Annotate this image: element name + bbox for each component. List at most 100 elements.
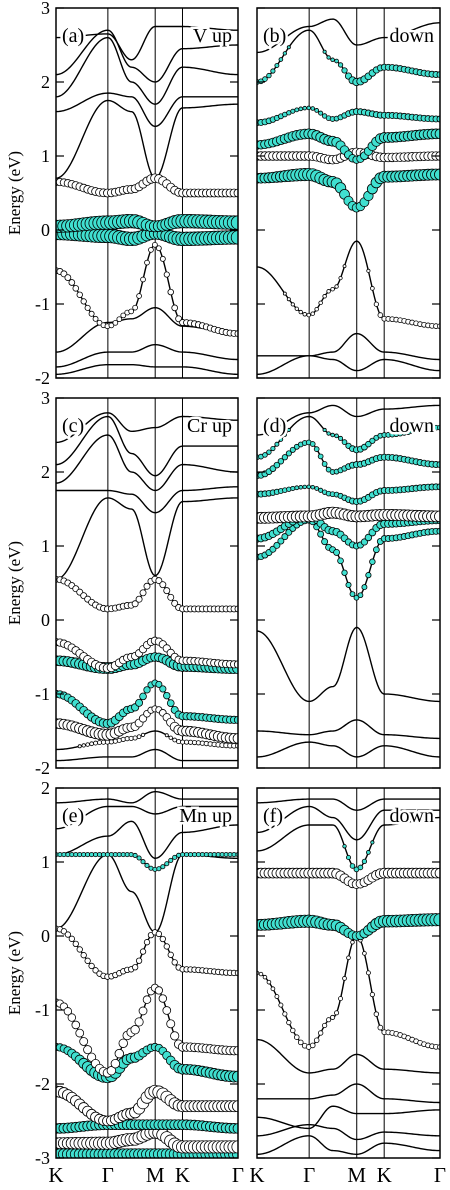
weight-marker [83, 1045, 93, 1055]
weight-marker [167, 951, 174, 958]
band-line [257, 741, 440, 758]
weight-marker [232, 1070, 238, 1083]
weight-marker [286, 1019, 292, 1026]
band-line [56, 244, 238, 335]
weight-marker [436, 115, 440, 123]
weight-marker [281, 454, 288, 461]
weight-marker [290, 302, 295, 307]
weight-marker [322, 49, 327, 54]
panel-frame [256, 7, 441, 379]
weight-marker [128, 308, 135, 315]
weight-marker [330, 1014, 336, 1020]
weight-marker [130, 1025, 140, 1035]
weight-marker [166, 699, 175, 707]
weight-marker [333, 548, 341, 556]
weight-marker [164, 861, 170, 867]
band-line [257, 1123, 440, 1141]
weight-marker [373, 301, 379, 307]
weight-marker [273, 461, 281, 469]
xtick-label: K [48, 1163, 63, 1187]
ytick-label: -3 [35, 1148, 50, 1168]
weight-marker [338, 275, 343, 281]
panel-frame [55, 7, 239, 379]
weight-marker [266, 72, 272, 79]
band-line [56, 36, 238, 105]
weight-marker [258, 971, 264, 977]
weight-marker [106, 1066, 117, 1076]
weight-marker [278, 57, 284, 62]
weight-marker [337, 557, 344, 565]
weight-marker [306, 312, 311, 318]
weight-marker [349, 591, 356, 597]
band-line [257, 355, 440, 375]
weight-marker [68, 935, 75, 942]
ytick-label: -2 [35, 1074, 50, 1094]
weight-marker [234, 605, 238, 613]
ytick-label: 3 [41, 388, 50, 408]
panel-title: Cr up [187, 415, 232, 437]
weight-marker [317, 530, 325, 538]
weight-marker [313, 446, 320, 452]
weight-marker [345, 581, 352, 588]
weight-marker [143, 686, 151, 694]
weight-marker [346, 955, 351, 961]
weight-marker [168, 857, 174, 863]
band-line [56, 92, 238, 128]
weight-marker [338, 435, 344, 441]
weight-marker [353, 594, 360, 601]
weight-marker [76, 946, 83, 953]
weight-marker [143, 939, 151, 946]
weight-marker [294, 1034, 300, 1040]
weight-marker [116, 316, 123, 323]
weight-marker [326, 55, 331, 60]
weight-marker [321, 538, 329, 546]
weight-marker [436, 527, 440, 535]
weight-marker [282, 1011, 288, 1017]
weight-marker [81, 743, 86, 748]
weight-marker [135, 595, 143, 603]
weight-marker [164, 733, 169, 738]
weight-marker [341, 569, 348, 576]
weight-marker [112, 319, 119, 326]
weight-marker [262, 974, 268, 980]
ytick-label: 1 [41, 536, 50, 556]
weight-marker [318, 300, 323, 306]
panel-title: Mn up [179, 805, 232, 827]
weight-marker [294, 107, 300, 113]
weight-marker [144, 862, 150, 868]
weight-marker [341, 67, 348, 74]
weight-marker [373, 546, 380, 554]
weight-marker [330, 286, 335, 292]
weight-marker [172, 737, 178, 743]
band-line [257, 404, 440, 436]
weight-marker [294, 485, 300, 491]
weight-marker [132, 304, 138, 311]
weight-marker [152, 241, 158, 248]
weight-marker [369, 558, 376, 566]
band-line [56, 29, 238, 83]
panel-label: (c) [62, 415, 84, 437]
weight-marker [108, 322, 115, 329]
band-line [257, 935, 440, 1048]
weight-marker [326, 289, 331, 294]
weight-marker [298, 106, 304, 112]
weight-marker [306, 484, 311, 490]
weight-marker [234, 330, 238, 338]
weight-marker [171, 599, 179, 607]
weight-marker [92, 315, 99, 322]
weight-marker [167, 288, 174, 296]
ytick-label: -1 [35, 684, 50, 704]
band-line [257, 1083, 440, 1104]
panel-frame [55, 787, 239, 1159]
weight-marker [163, 271, 170, 278]
weight-marker [176, 852, 182, 858]
weight-marker [93, 740, 98, 746]
weight-marker [274, 441, 280, 447]
panel-e: -3 -2 -1 0 1 2 Energy (eV) (e) Mn up [5, 778, 239, 1168]
weight-marker [155, 245, 162, 252]
band-line [257, 332, 440, 361]
weight-marker [155, 577, 163, 585]
weight-marker [314, 108, 320, 113]
weight-marker [71, 1020, 81, 1030]
weight-marker [289, 446, 296, 453]
